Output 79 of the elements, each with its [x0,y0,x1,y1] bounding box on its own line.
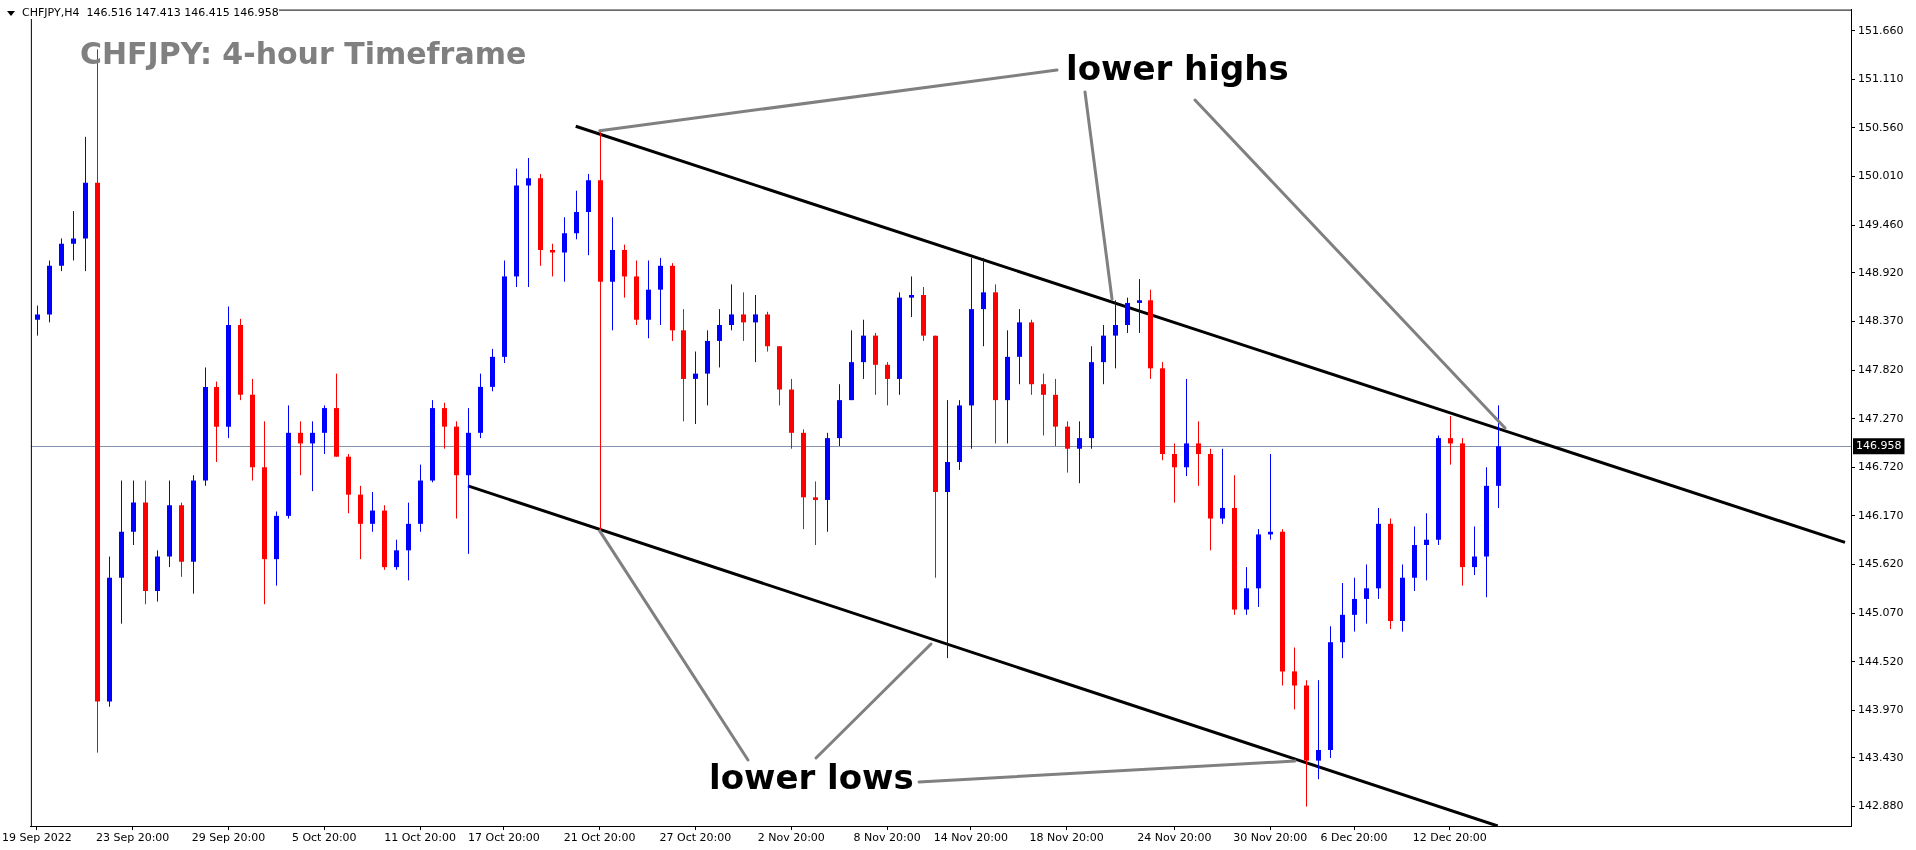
candlestick [59,237,64,272]
candlestick [658,257,663,326]
candlestick [741,291,746,342]
y-tick-label: 143.430 [1858,750,1904,764]
y-tick-label: 146.720 [1858,460,1904,474]
candlestick [526,157,531,288]
x-tick-label: 5 Oct 20:00 [291,831,357,845]
y-tick-label: 151.660 [1858,23,1904,37]
candlestick [753,294,758,363]
y-tick-label: 146.170 [1858,508,1904,522]
candlestick [370,491,375,533]
y-tick-label: 148.370 [1858,314,1904,328]
candlestick [717,308,722,368]
y-tick-label: 147.270 [1858,411,1904,425]
ref-line-label: 146.958 [1856,439,1902,453]
x-tick-label: 19 Sep 2022 [2,831,72,845]
x-tick-label: 14 Nov 20:00 [933,831,1008,845]
candlestick [1113,299,1118,369]
y-tick-label: 150.560 [1858,120,1904,134]
candlestick [1448,415,1453,466]
candlestick [1472,525,1477,576]
annotation: lower highs [1066,48,1289,88]
candlestick [574,190,579,240]
candlestick [945,399,950,659]
candlestick [35,305,40,337]
y-tick-label: 151.110 [1858,72,1904,86]
x-tick-label: 21 Oct 20:00 [563,831,636,845]
candlestick [550,243,555,277]
candlestick [298,420,303,476]
candlestick [1184,378,1189,477]
x-tick-label: 12 Dec 20:00 [1412,831,1487,845]
candlestick [813,480,818,546]
y-tick-label: 142.880 [1858,799,1904,813]
candlestick [1244,566,1249,616]
candlestick [1041,373,1046,436]
candlestick [981,257,986,347]
x-tick-label: 24 Nov 20:00 [1137,831,1212,845]
candlestick [1352,577,1357,633]
x-tick-label: 23 Sep 20:00 [95,831,170,845]
y-tick-label: 145.620 [1858,557,1904,571]
candlestick [71,210,76,262]
y-tick-label: 149.460 [1858,218,1904,232]
candlestick [1172,442,1177,504]
x-tick-label: 2 Nov 20:00 [757,831,825,845]
candlestick [693,351,698,425]
candlestick [1364,563,1369,625]
candlestick [1196,420,1201,487]
candlestick [1065,420,1070,474]
x-tick-label: 11 Oct 20:00 [384,831,456,845]
candlestick [310,420,315,492]
candlestick [885,361,890,406]
candlestick [1424,512,1429,581]
x-tick-label: 29 Sep 20:00 [191,831,266,845]
candlestick [1137,278,1142,334]
y-tick-label: 144.520 [1858,654,1904,668]
candlestick [394,539,399,571]
candlestick [1220,448,1225,525]
x-tick-label: 27 Oct 20:00 [659,831,732,845]
y-tick-label: 147.820 [1858,362,1904,376]
candlestick [1125,297,1130,334]
candlestick [562,216,567,283]
y-tick-label: 150.010 [1858,169,1904,183]
candlestick [1316,679,1321,780]
candlestick [442,402,447,450]
candlestick [1292,647,1297,710]
annotation: lower lows [709,757,914,797]
candlestick [729,283,734,331]
x-tick-label: 17 Oct 20:00 [468,831,540,845]
chart-subtitle: CHFJPY,H4 146.516 147.413 146.415 146.958 [22,6,279,19]
y-tick-label: 143.970 [1858,703,1904,717]
x-tick-label: 6 Dec 20:00 [1320,831,1388,845]
y-tick-label: 145.070 [1858,605,1904,619]
x-tick-label: 30 Nov 20:00 [1233,831,1308,845]
text: CHFJPY: 4-hour Timeframe [80,36,527,71]
x-tick-label: 8 Nov 20:00 [853,831,921,845]
x-tick-label: 18 Nov 20:00 [1029,831,1104,845]
candlestick [1077,420,1082,484]
candlestick [909,275,914,318]
y-tick-label: 148.920 [1858,265,1904,279]
